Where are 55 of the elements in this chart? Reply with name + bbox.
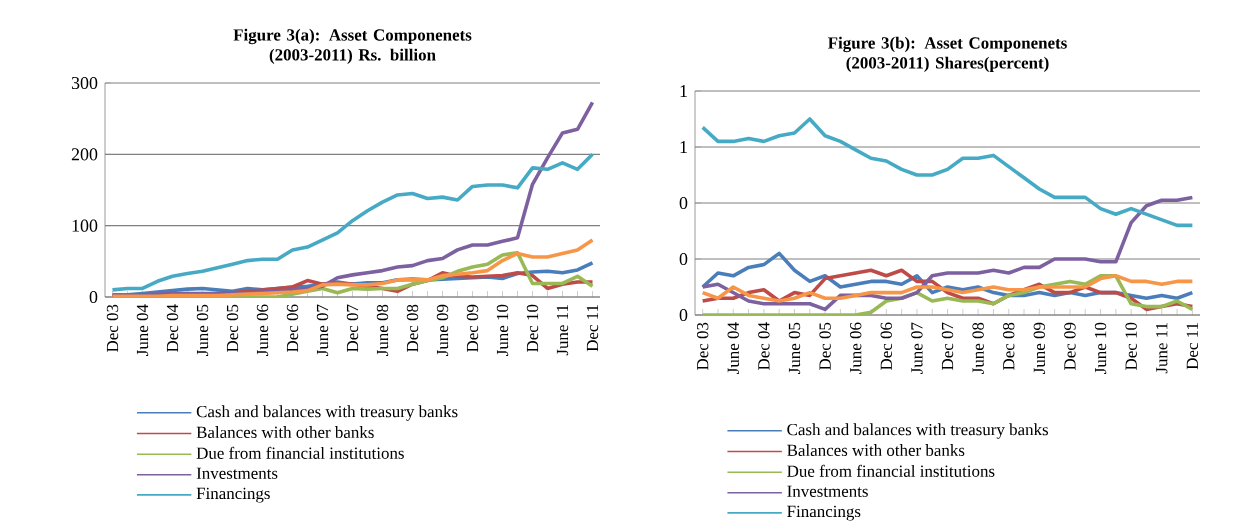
x-tick-label: Dec 04	[758, 322, 770, 370]
x-tick-label: Dec 06	[880, 322, 892, 370]
legend-label: Financings	[196, 487, 270, 503]
chart-title: Figure 3(b): Asset Componenets (2003-2011) Shares(percent)	[827, 36, 1067, 72]
y-tick-label: 1	[680, 85, 687, 97]
y-tick-label: 0	[679, 196, 688, 210]
x-tick-label: June 11	[556, 305, 569, 356]
x-tick-label: Dec 09	[1064, 322, 1076, 370]
x-tick-label: Dec 08	[1003, 322, 1015, 370]
x-tick-label: Dec 03	[696, 322, 709, 370]
y-tick-label: 200	[71, 148, 98, 161]
x-tick-label: June 10	[1094, 322, 1107, 374]
x-tick-label: Dec 07	[941, 322, 954, 370]
y-tick-label: 0	[89, 290, 98, 304]
x-tick-label: June 09	[436, 304, 449, 356]
legend-label: Investments	[196, 467, 278, 479]
x-tick-label: June 11	[1156, 323, 1168, 374]
legend-label: Cash and balances with treasury banks	[196, 405, 458, 421]
y-tick-label: 1	[680, 141, 687, 153]
x-tick-label: Dec 06	[286, 304, 299, 352]
x-tick-label: June 07	[316, 304, 329, 356]
x-tick-label: June 06	[256, 304, 269, 356]
x-tick-label: Dec 11	[1186, 323, 1199, 370]
y-tick-label: 300	[71, 76, 98, 90]
x-tick-label: Dec 05	[226, 304, 239, 352]
legend-label: Balances with other banks	[196, 426, 374, 438]
legend-label: Investments	[787, 485, 868, 497]
x-tick-label: Dec 09	[466, 304, 479, 352]
legend-label: Financings	[787, 505, 861, 521]
x-tick-label: June 08	[376, 304, 389, 356]
legend-label: Cash and balances with treasury banks	[787, 423, 1049, 439]
x-tick-label: Dec 07	[346, 304, 359, 352]
x-tick-label: June 07	[911, 322, 923, 374]
x-tick-label: June 06	[849, 322, 862, 374]
x-tick-label: Dec 08	[406, 304, 419, 352]
x-tick-label: Dec 10	[1125, 322, 1137, 370]
legend-label: Balances with other banks	[787, 444, 965, 456]
x-tick-label: June 09	[1033, 322, 1046, 374]
legend-label: Due from financial institutions	[787, 464, 995, 477]
chart-title: Figure 3(a): Asset Componenets (2003-2011) Rs. billion	[233, 28, 472, 64]
x-tick-label: Dec 11	[586, 305, 599, 352]
x-tick-label: Dec 05	[819, 322, 831, 370]
y-tick-label: 100	[72, 219, 98, 232]
x-tick-label: June 05	[196, 304, 209, 356]
y-tick-label: 0	[679, 308, 688, 322]
x-tick-label: June 10	[496, 304, 509, 356]
x-tick-label: Dec 03	[106, 304, 119, 352]
x-tick-label: June 08	[972, 322, 984, 374]
x-tick-label: June 04	[136, 304, 149, 356]
x-tick-label: June 05	[788, 322, 801, 374]
y-tick-label: 0	[679, 252, 688, 266]
x-tick-label: June 04	[727, 322, 739, 374]
x-tick-label: Dec 04	[166, 304, 179, 352]
x-tick-label: Dec 10	[526, 304, 539, 352]
legend-label: Due from financial institutions	[196, 446, 404, 459]
